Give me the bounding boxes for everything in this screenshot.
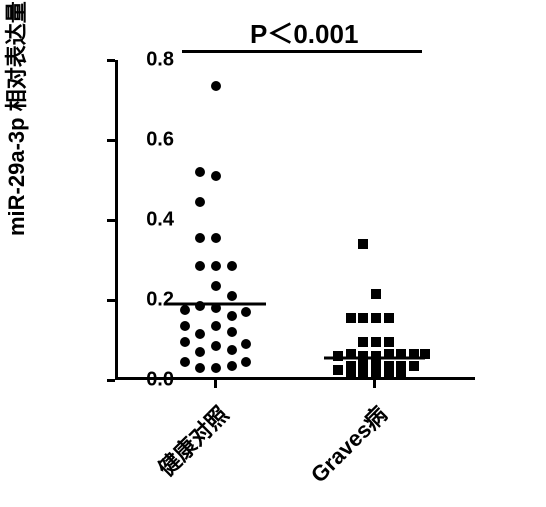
data-point-circle [180,357,190,367]
data-point-circle [180,337,190,347]
annotation-bracket-line [182,50,422,53]
data-point-circle [195,329,205,339]
data-point-square [333,365,343,375]
data-point-circle [211,281,221,291]
x-tick-label: 健康对照 [150,398,235,483]
data-point-square [358,239,368,249]
data-point-circle [227,327,237,337]
data-point-circle [211,341,221,351]
y-tick-label: 0.8 [146,49,174,72]
data-point-circle [241,307,251,317]
data-point-circle [227,311,237,321]
data-point-square [346,369,356,379]
scatter-chart: P＜0.001 miR-29a-3p 相对表达量 0.0 0.2 0.4 0.6 0.8… [0,0,546,507]
median-line [165,303,266,306]
data-point-circle [227,345,237,355]
data-point-circle [211,321,221,331]
data-point-circle [241,339,251,349]
y-tick [107,299,115,302]
data-point-circle [195,197,205,207]
data-point-circle [180,321,190,331]
x-tick [373,380,376,388]
data-point-circle [180,305,190,315]
data-point-circle [195,233,205,243]
data-point-square [396,369,406,379]
y-axis-line [115,60,118,380]
y-tick-label: 0.6 [146,129,174,152]
data-point-circle [227,361,237,371]
data-point-circle [211,233,221,243]
y-tick-label: 0.0 [146,369,174,392]
data-point-circle [211,81,221,91]
data-point-circle [195,363,205,373]
data-point-square [384,369,394,379]
data-point-circle [195,261,205,271]
data-point-circle [241,357,251,367]
data-point-square [358,313,368,323]
data-point-square [371,313,381,323]
data-point-square [358,337,368,347]
median-line [324,357,425,360]
data-point-circle [227,291,237,301]
data-point-circle [211,171,221,181]
data-point-square [346,313,356,323]
y-axis-title: miR-29a-3p 相对表达量 [0,1,31,236]
data-point-circle [211,363,221,373]
data-point-circle [195,167,205,177]
data-point-square [384,337,394,347]
p-value-annotation: P＜0.001 [250,14,358,51]
data-point-square [409,361,419,371]
y-tick [107,59,115,62]
data-point-circle [211,261,221,271]
data-point-circle [227,261,237,271]
y-tick [107,219,115,222]
data-point-circle [195,347,205,357]
y-tick-label: 0.2 [146,289,174,312]
data-point-square [371,289,381,299]
data-point-square [384,313,394,323]
y-tick [107,379,115,382]
data-point-square [371,369,381,379]
data-point-square [358,369,368,379]
data-point-square [371,337,381,347]
y-tick [107,139,115,142]
y-tick-label: 0.4 [146,209,174,232]
x-tick [214,380,217,388]
x-tick-label: Graves病 [302,398,393,489]
